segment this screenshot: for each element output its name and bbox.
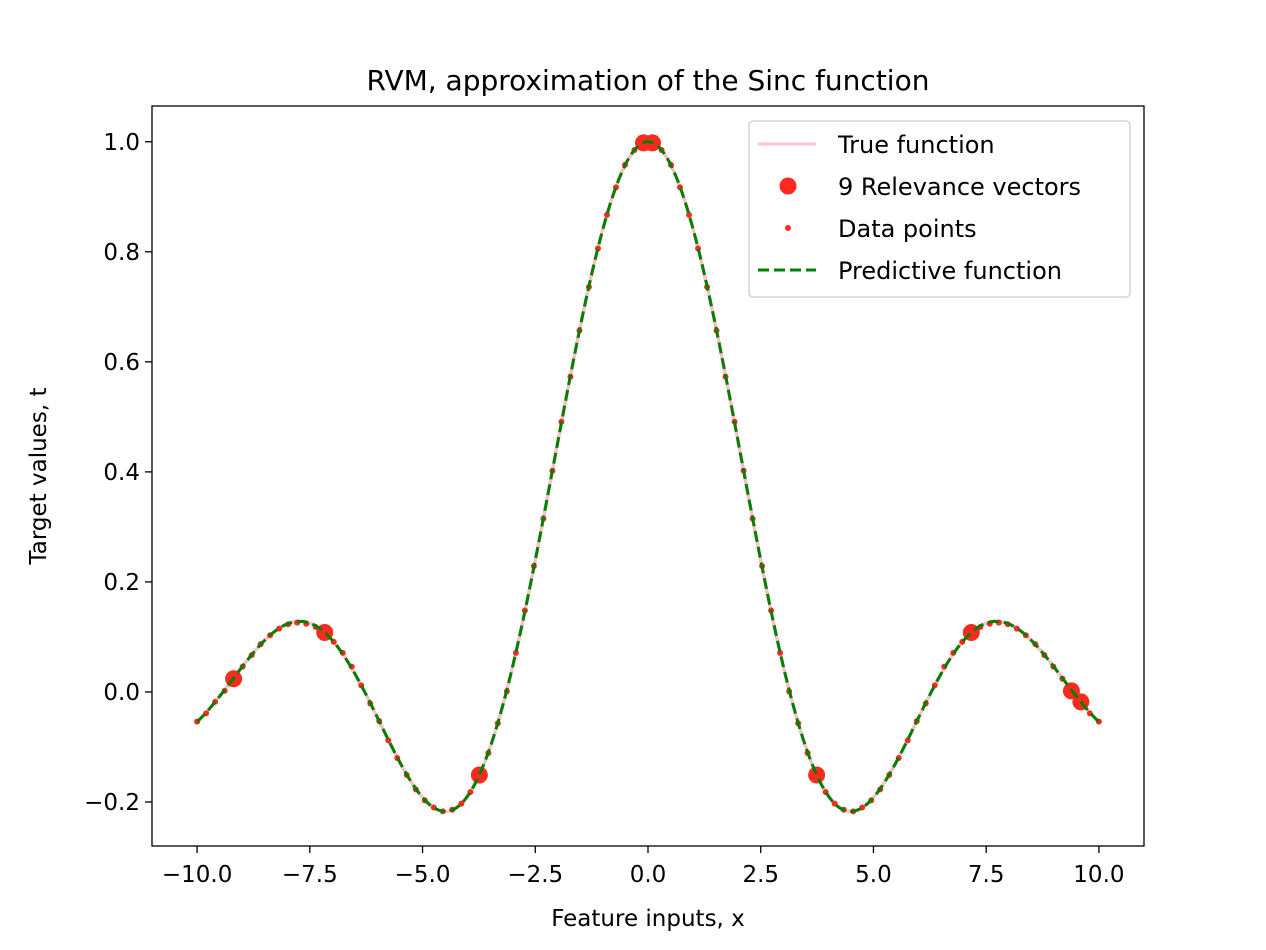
legend-data-point-swatch xyxy=(785,225,791,231)
legend-true-function-label: True function xyxy=(837,131,995,159)
x-tick-label: 7.5 xyxy=(968,862,1005,888)
x-tick-label: 2.5 xyxy=(742,862,779,888)
x-axis-label: Feature inputs, x xyxy=(551,906,745,932)
legend-predictive-function-label: Predictive function xyxy=(838,257,1062,285)
y-tick-label: 1.0 xyxy=(103,130,140,156)
plot-area xyxy=(194,134,1102,815)
y-axis-label: Target values, t xyxy=(26,388,52,566)
legend-data-point-label: Data points xyxy=(838,215,977,243)
y-tick-label: 0.0 xyxy=(103,680,140,706)
y-tick-label: 0.4 xyxy=(103,460,140,486)
x-axis: −10.0 −7.5 −5.0 −2.5 0.0 2.5 5.0 7.5 10.0 xyxy=(162,846,1125,888)
data-point xyxy=(686,211,693,218)
x-tick-label: −10.0 xyxy=(162,862,232,888)
x-tick-label: −7.5 xyxy=(282,862,338,888)
predictive-function-line xyxy=(196,140,1100,813)
legend-relevance-vector-label: 9 Relevance vectors xyxy=(838,173,1081,201)
x-tick-label: −2.5 xyxy=(507,862,563,888)
x-tick-label: 0.0 xyxy=(630,862,667,888)
x-tick-label: 5.0 xyxy=(855,862,892,888)
legend-box xyxy=(748,120,1131,298)
y-axis: −0.2 0.0 0.2 0.4 0.6 0.8 1.0 xyxy=(84,130,152,816)
y-tick-label: 0.2 xyxy=(103,570,140,596)
y-tick-label: 0.6 xyxy=(103,350,140,376)
x-tick-label: 10.0 xyxy=(1073,862,1124,888)
y-tick-label: −0.2 xyxy=(84,790,140,816)
data-point xyxy=(458,800,465,807)
legend: True function 9 Relevance vectors Data p… xyxy=(748,120,1131,298)
chart-title: RVM, approximation of the Sinc function xyxy=(367,64,930,97)
y-tick-label: 0.8 xyxy=(103,240,140,266)
x-tick-label: −5.0 xyxy=(395,862,451,888)
legend-relevance-vector-swatch xyxy=(779,177,797,195)
